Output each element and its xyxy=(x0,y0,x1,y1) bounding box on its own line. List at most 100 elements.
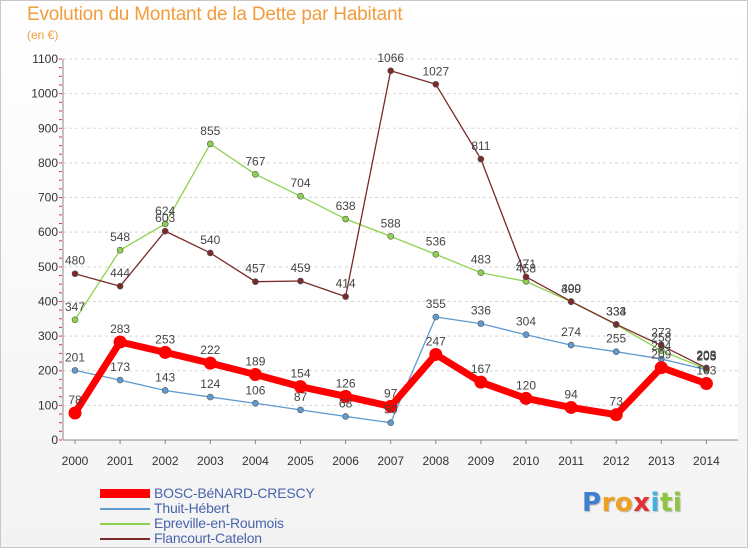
data-point xyxy=(609,408,623,422)
x-tick-label: 2005 xyxy=(287,454,314,468)
data-point xyxy=(207,249,214,257)
data-point xyxy=(207,140,214,148)
data-label: 106 xyxy=(245,383,265,397)
data-point xyxy=(654,361,668,375)
legend-item: Epreville-en-Roumois xyxy=(100,515,400,531)
plot-area xyxy=(63,59,738,440)
data-label: 336 xyxy=(471,304,491,318)
legend-item: Thuit-Hébert xyxy=(100,500,400,516)
data-point xyxy=(477,320,485,327)
logo-letter: i xyxy=(650,488,660,518)
data-label: 548 xyxy=(110,230,130,244)
data-point xyxy=(116,376,124,384)
data-point xyxy=(116,282,124,290)
x-tick-label: 2011 xyxy=(558,454,584,468)
data-label: 355 xyxy=(426,297,446,311)
data-point xyxy=(342,215,349,223)
data-point xyxy=(68,406,82,420)
y-tick-label: 0 xyxy=(51,433,58,447)
data-label: 97 xyxy=(384,386,398,400)
data-point xyxy=(71,367,79,374)
data-point xyxy=(71,270,79,278)
data-label: 273 xyxy=(651,325,671,339)
data-point xyxy=(161,220,169,228)
data-point xyxy=(612,321,620,328)
data-point xyxy=(339,389,353,403)
data-label: 78 xyxy=(68,393,82,407)
data-point xyxy=(699,377,713,391)
x-tick-label: 2010 xyxy=(513,454,540,468)
data-point xyxy=(522,331,530,339)
data-label: 208 xyxy=(696,348,716,362)
data-label: 459 xyxy=(290,261,310,275)
x-tick-label: 2009 xyxy=(468,454,495,468)
legend-label: BOSC-BéNARD-CRESCY xyxy=(154,485,315,501)
y-tick-label: 600 xyxy=(38,225,58,239)
data-label: 458 xyxy=(516,261,536,275)
data-label: 209 xyxy=(651,348,671,362)
x-tick-label: 2003 xyxy=(197,454,224,468)
legend-item: BOSC-BéNARD-CRESCY xyxy=(100,485,400,501)
data-point xyxy=(657,342,665,349)
x-tick-label: 2000 xyxy=(62,454,89,468)
data-label: 68 xyxy=(339,396,353,410)
data-point xyxy=(161,227,169,235)
logo-letter: P xyxy=(582,488,602,518)
data-point xyxy=(477,155,485,163)
data-label: 163 xyxy=(696,364,716,378)
x-tick-label: 2014 xyxy=(693,454,720,468)
data-label: 588 xyxy=(381,216,401,230)
data-label: 704 xyxy=(290,176,310,190)
data-point xyxy=(294,380,307,394)
data-label: 811 xyxy=(471,139,490,153)
data-label: 457 xyxy=(245,262,265,276)
data-label: 603 xyxy=(155,211,175,225)
data-label: 255 xyxy=(606,332,626,346)
data-point xyxy=(158,345,172,359)
data-point xyxy=(387,233,395,240)
data-label: 540 xyxy=(200,233,220,247)
data-point xyxy=(71,316,79,324)
data-point xyxy=(113,335,127,349)
data-point xyxy=(116,246,124,254)
data-label: 173 xyxy=(110,360,130,374)
data-label: 400 xyxy=(561,281,581,295)
data-point xyxy=(161,387,169,394)
data-point xyxy=(252,399,259,407)
data-point xyxy=(564,400,578,414)
data-point xyxy=(567,298,575,305)
data-point xyxy=(342,293,349,300)
data-label: 126 xyxy=(336,376,356,390)
data-label: 480 xyxy=(65,254,85,268)
data-label: 483 xyxy=(471,253,491,267)
data-label: 274 xyxy=(561,325,581,339)
y-tick-label: 100 xyxy=(38,398,58,412)
data-label: 1027 xyxy=(422,64,449,78)
y-tick-label: 400 xyxy=(38,294,58,308)
x-tick-label: 2006 xyxy=(332,454,359,468)
data-point xyxy=(384,399,398,413)
data-point xyxy=(477,269,485,277)
data-point xyxy=(703,364,710,372)
data-label: 154 xyxy=(290,367,310,381)
data-label: 471 xyxy=(516,257,536,271)
data-label: 536 xyxy=(426,234,446,248)
data-point xyxy=(612,348,620,355)
data-point xyxy=(474,375,488,389)
data-label: 120 xyxy=(516,378,536,392)
data-point xyxy=(203,356,217,370)
logo-letter: i xyxy=(672,488,683,518)
data-label: 247 xyxy=(426,334,446,348)
data-label: 855 xyxy=(200,124,220,138)
data-label: 124 xyxy=(200,377,220,391)
legend-label: Flancourt-Catelon xyxy=(154,530,262,546)
data-label: 201 xyxy=(65,350,85,364)
data-label: 73 xyxy=(610,395,624,409)
data-point xyxy=(387,67,395,75)
y-tick-label: 500 xyxy=(38,260,58,274)
data-label: 143 xyxy=(155,370,175,384)
data-label: 638 xyxy=(336,199,356,213)
x-tick-label: 2002 xyxy=(152,454,179,468)
proxiti-logo: Proxiti xyxy=(582,488,682,518)
data-label: 167 xyxy=(471,362,491,376)
